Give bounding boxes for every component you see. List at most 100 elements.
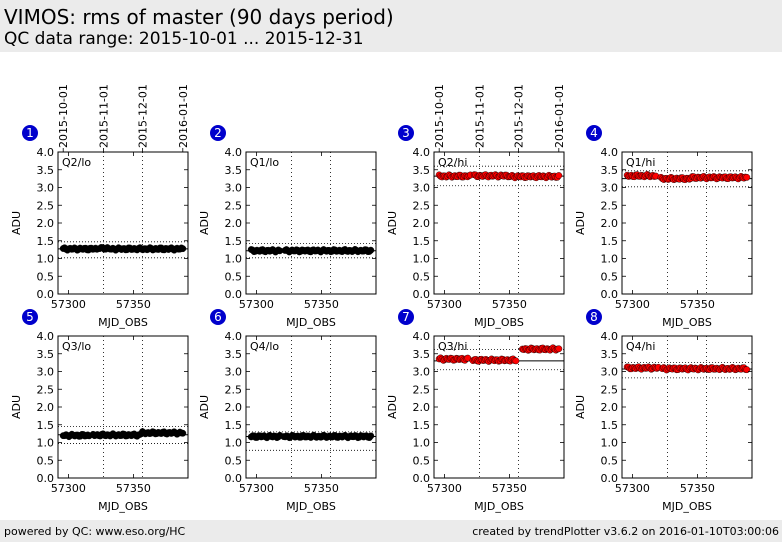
y-tick-label: 2.0 — [225, 401, 243, 414]
data-point — [512, 357, 520, 365]
y-tick-label: 0.5 — [413, 270, 431, 283]
panel-number: 8 — [590, 310, 598, 324]
panel-4: 0.0 0.5 1.0 1.5 2.0 2.5 3.0 3.5 4.0 57300 57350 ADU… — [574, 125, 753, 329]
y-tick-label: 1.5 — [225, 419, 243, 432]
panel-number-badge — [398, 125, 414, 141]
panel-label: Q3/lo — [62, 340, 91, 353]
y-tick-label: 4.0 — [225, 146, 243, 159]
plot-frame — [57, 151, 189, 295]
y-axis-label: ADU — [574, 211, 587, 235]
y-tick-label: 2.0 — [225, 217, 243, 230]
x-tick-label: 57350 — [492, 298, 527, 311]
date-tick-label: 2015-10-01 — [57, 84, 70, 148]
data-point — [179, 429, 187, 437]
y-tick-label: 3.0 — [37, 366, 55, 379]
y-axis-label: ADU — [10, 211, 23, 235]
y-tick-label: 3.0 — [225, 182, 243, 195]
panel-number-badge — [586, 309, 602, 325]
y-tick-label: 0.0 — [37, 472, 55, 485]
date-tick-label: 2016-01-01 — [553, 84, 566, 148]
panel-number-badge — [22, 125, 38, 141]
y-tick-label: 4.0 — [37, 146, 55, 159]
x-tick-label: 57300 — [427, 298, 462, 311]
data-point — [367, 246, 375, 254]
y-tick-label: 2.5 — [413, 383, 431, 396]
panel-3: 0.0 0.5 1.0 1.5 2.0 2.5 3.0 3.5 4.0 57300 57350 ADU… — [386, 84, 566, 329]
y-tick-label: 1.0 — [225, 437, 243, 450]
x-axis-label: MJD_OBS — [662, 316, 712, 329]
x-tick-label: 57300 — [615, 298, 650, 311]
data-point — [367, 432, 375, 440]
y-tick-label: 0.0 — [413, 472, 431, 485]
y-tick-label: 3.5 — [37, 164, 55, 177]
date-tick-label: 2016-01-01 — [177, 84, 190, 148]
y-tick-label: 3.5 — [225, 164, 243, 177]
x-tick-label: 57300 — [51, 298, 86, 311]
panel-label: Q3/hi — [438, 340, 467, 353]
y-tick-label: 3.0 — [225, 366, 243, 379]
x-axis-label: MJD_OBS — [662, 500, 712, 513]
footer-powered-by[interactable]: powered by QC: www.eso.org/HC — [4, 525, 186, 538]
y-tick-label: 0.0 — [601, 472, 619, 485]
y-tick-label: 3.5 — [225, 348, 243, 361]
panel-number-badge — [210, 309, 226, 325]
plot-frame — [621, 335, 753, 479]
y-tick-label: 4.0 — [413, 146, 431, 159]
plots-area: 0.0 0.5 1.0 1.5 2.0 2.5 3.0 3.5 4.0 57300 57350 ADU… — [10, 84, 753, 513]
y-tick-label: 0.5 — [601, 454, 619, 467]
panel-number: 3 — [402, 126, 410, 140]
y-tick-label: 3.5 — [601, 348, 619, 361]
panel-number-badge — [398, 309, 414, 325]
panel-label: Q1/hi — [626, 156, 655, 169]
y-tick-label: 2.5 — [37, 199, 55, 212]
y-tick-label: 3.5 — [413, 348, 431, 361]
y-tick-label: 1.0 — [37, 437, 55, 450]
y-tick-label: 2.0 — [37, 401, 55, 414]
page-subtitle: QC data range: 2015-10-01 ... 2015-12-31 — [4, 29, 364, 49]
panel-number-badge — [586, 125, 602, 141]
panel-label: Q4/lo — [250, 340, 279, 353]
y-axis-label: ADU — [386, 395, 399, 419]
plot-frame — [57, 335, 189, 479]
panel-number: 6 — [214, 310, 222, 324]
y-tick-label: 3.5 — [413, 164, 431, 177]
y-tick-label: 0.0 — [225, 288, 243, 301]
x-axis-label: MJD_OBS — [286, 500, 336, 513]
panel-number-badge — [210, 125, 226, 141]
y-tick-label: 1.0 — [601, 437, 619, 450]
panel-number: 4 — [590, 126, 598, 140]
y-axis-label: ADU — [10, 395, 23, 419]
y-tick-label: 2.0 — [601, 217, 619, 230]
y-tick-label: 2.5 — [225, 383, 243, 396]
y-axis-label: ADU — [198, 211, 211, 235]
x-tick-label: 57300 — [51, 482, 86, 495]
panel-number: 1 — [26, 126, 34, 140]
plot-frame — [245, 151, 377, 295]
y-tick-label: 1.5 — [413, 419, 431, 432]
data-point — [743, 173, 751, 181]
y-tick-label: 0.5 — [37, 454, 55, 467]
panel-6: 0.0 0.5 1.0 1.5 2.0 2.5 3.0 3.5 4.0 57300 57350 ADU… — [198, 309, 377, 513]
y-tick-label: 3.0 — [37, 182, 55, 195]
y-tick-label: 1.5 — [37, 419, 55, 432]
data-point — [179, 245, 187, 253]
y-tick-label: 0.5 — [225, 270, 243, 283]
y-tick-label: 0.5 — [413, 454, 431, 467]
y-tick-label: 4.0 — [37, 330, 55, 343]
y-tick-label: 2.0 — [37, 217, 55, 230]
page-title: VIMOS: rms of master (90 days period) — [4, 5, 394, 29]
panel-number: 2 — [214, 126, 222, 140]
panel-number: 7 — [402, 310, 410, 324]
date-tick-label: 2015-10-01 — [433, 84, 446, 148]
y-axis-label: ADU — [198, 395, 211, 419]
y-tick-label: 0.5 — [37, 270, 55, 283]
x-axis-label: MJD_OBS — [474, 316, 524, 329]
y-tick-label: 1.0 — [225, 253, 243, 266]
x-tick-label: 57300 — [427, 482, 462, 495]
y-tick-label: 1.5 — [601, 235, 619, 248]
panel-8: 0.0 0.5 1.0 1.5 2.0 2.5 3.0 3.5 4.0 57300 57350 ADU… — [574, 309, 753, 513]
y-tick-label: 2.0 — [601, 401, 619, 414]
y-tick-label: 1.0 — [601, 253, 619, 266]
date-tick-label: 2015-11-01 — [474, 84, 487, 148]
panel-number: 5 — [26, 310, 34, 324]
